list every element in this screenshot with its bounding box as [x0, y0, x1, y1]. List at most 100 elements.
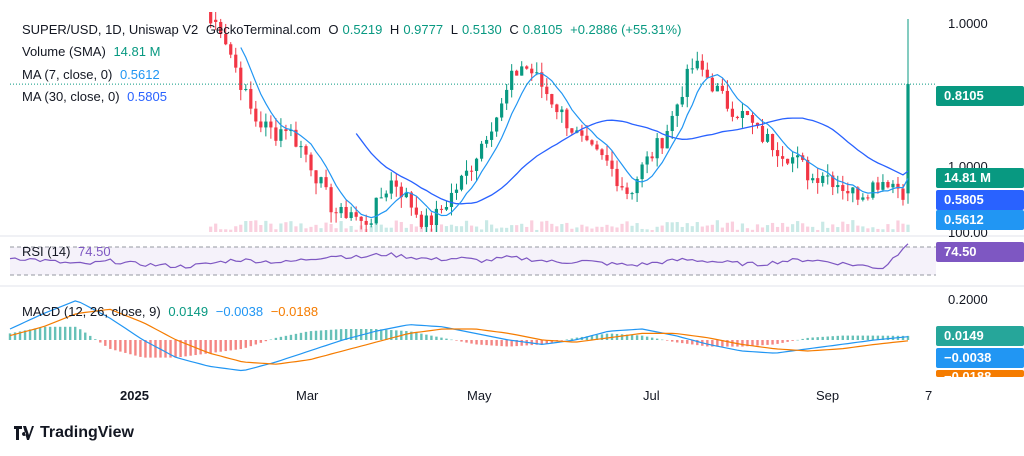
volume-bar [224, 229, 228, 232]
volume-bar [279, 223, 283, 232]
macd-histogram-bar [324, 330, 328, 340]
macd-histogram-bar [806, 337, 809, 340]
macd-histogram-bar [69, 326, 72, 340]
macd-histogram-bar [114, 340, 117, 351]
macd-histogram-bar [821, 336, 824, 340]
volume-bar [775, 226, 780, 232]
candle-body [856, 187, 860, 200]
volume-bar [449, 224, 454, 232]
macd-histogram-bar [164, 340, 167, 358]
macd-histogram-bar [390, 330, 393, 340]
volume-bar [730, 221, 735, 232]
macd-histogram-bar [28, 329, 32, 340]
candle-body [459, 175, 464, 190]
macd-histogram-bar [364, 329, 368, 340]
volume-legend-value: 14.81 M [113, 44, 161, 59]
x-label-jul: Jul [643, 388, 660, 403]
candle-body [299, 146, 303, 148]
macd-histogram-bar [420, 333, 423, 340]
candle-body [469, 170, 474, 172]
macd-histogram-bar [23, 330, 27, 340]
volume-bar [404, 227, 408, 232]
ma30-legend-name: MA (30, close, 0) [22, 89, 120, 104]
change-value: +0.2886 (+55.31%) [570, 22, 682, 37]
candle-body [665, 131, 669, 149]
volume-bar [760, 227, 765, 232]
candle-body [720, 85, 724, 91]
macd-histogram-bar [294, 333, 298, 340]
macd-histogram-bar [395, 330, 398, 340]
macd-histogram-bar [655, 338, 659, 340]
volume-bar [254, 220, 258, 232]
symbol-title: SUPER/USD, 1D, Uniswap V2 [22, 22, 199, 37]
candle-body [670, 115, 674, 132]
candle-body [209, 12, 213, 24]
candle-body [755, 122, 760, 126]
volume-badge: 14.81 M [936, 168, 1024, 188]
candle-body [484, 139, 489, 144]
macd-histogram-bar [264, 340, 268, 342]
volume-bar [294, 226, 298, 232]
macd-histogram-bar [445, 338, 448, 340]
volume-bar [314, 224, 318, 232]
macd-histogram-bar [224, 340, 227, 352]
candle-body [745, 111, 750, 116]
volume-bar [339, 221, 343, 232]
macd-histogram-bar [500, 340, 503, 347]
volume-bar [635, 223, 639, 232]
volume-bar [770, 222, 775, 232]
volume-bar [801, 223, 805, 232]
volume-bar [816, 229, 820, 232]
macd-histogram-bar [13, 332, 17, 340]
volume-bar [214, 223, 218, 232]
tradingview-brand[interactable]: TradingView [14, 424, 134, 442]
macd-histogram-bar [450, 339, 453, 341]
macd-histogram-bar [375, 329, 378, 340]
candle-body [836, 185, 840, 188]
candle-body [249, 88, 253, 109]
candle-body [409, 192, 413, 208]
macd-histogram-bar [726, 340, 729, 347]
volume-bar [690, 226, 694, 232]
volume-bar [660, 225, 664, 232]
volume-bar [354, 229, 358, 232]
open-value: 0.5219 [342, 22, 383, 37]
volume-bar [284, 222, 288, 232]
macd-histogram-bar [681, 340, 684, 344]
volume-bar [389, 227, 393, 232]
macd-histogram-bar [129, 340, 132, 355]
candle-body [796, 155, 800, 158]
volume-bar [821, 221, 825, 232]
macd-histogram-bar [299, 332, 303, 340]
macd-histogram-bar [906, 335, 910, 340]
macd-histogram-bar [99, 340, 102, 343]
candle-body [565, 109, 569, 129]
candle-body [831, 175, 835, 188]
candle-body [314, 170, 318, 184]
macd-legend-value: 0.0149 [168, 304, 209, 319]
macd-histogram-bar [134, 340, 137, 356]
macd-histogram-bar [58, 326, 62, 340]
price-axis-top: 1.0000 [948, 16, 988, 31]
candle-body [229, 44, 233, 55]
macd-histogram-bar [665, 340, 669, 341]
low-value: 0.5130 [461, 22, 502, 37]
volume-bar [535, 229, 539, 232]
candle-body [359, 216, 363, 221]
candle-body [414, 207, 418, 215]
candle-body [690, 68, 694, 70]
tradingview-logo-icon [14, 426, 34, 440]
candle-body [454, 189, 459, 193]
low-label: L [450, 22, 458, 37]
macd-histogram-bar [620, 334, 624, 340]
macd-histogram-bar [635, 335, 639, 340]
macd-histogram-bar [89, 335, 92, 340]
candle-body [500, 103, 504, 118]
volume-bar [495, 228, 499, 232]
x-label-may: May [467, 388, 492, 403]
macd-histogram-bar [640, 335, 644, 340]
volume-bar [886, 224, 890, 232]
candle-body [239, 67, 243, 90]
volume-bar [665, 222, 669, 232]
